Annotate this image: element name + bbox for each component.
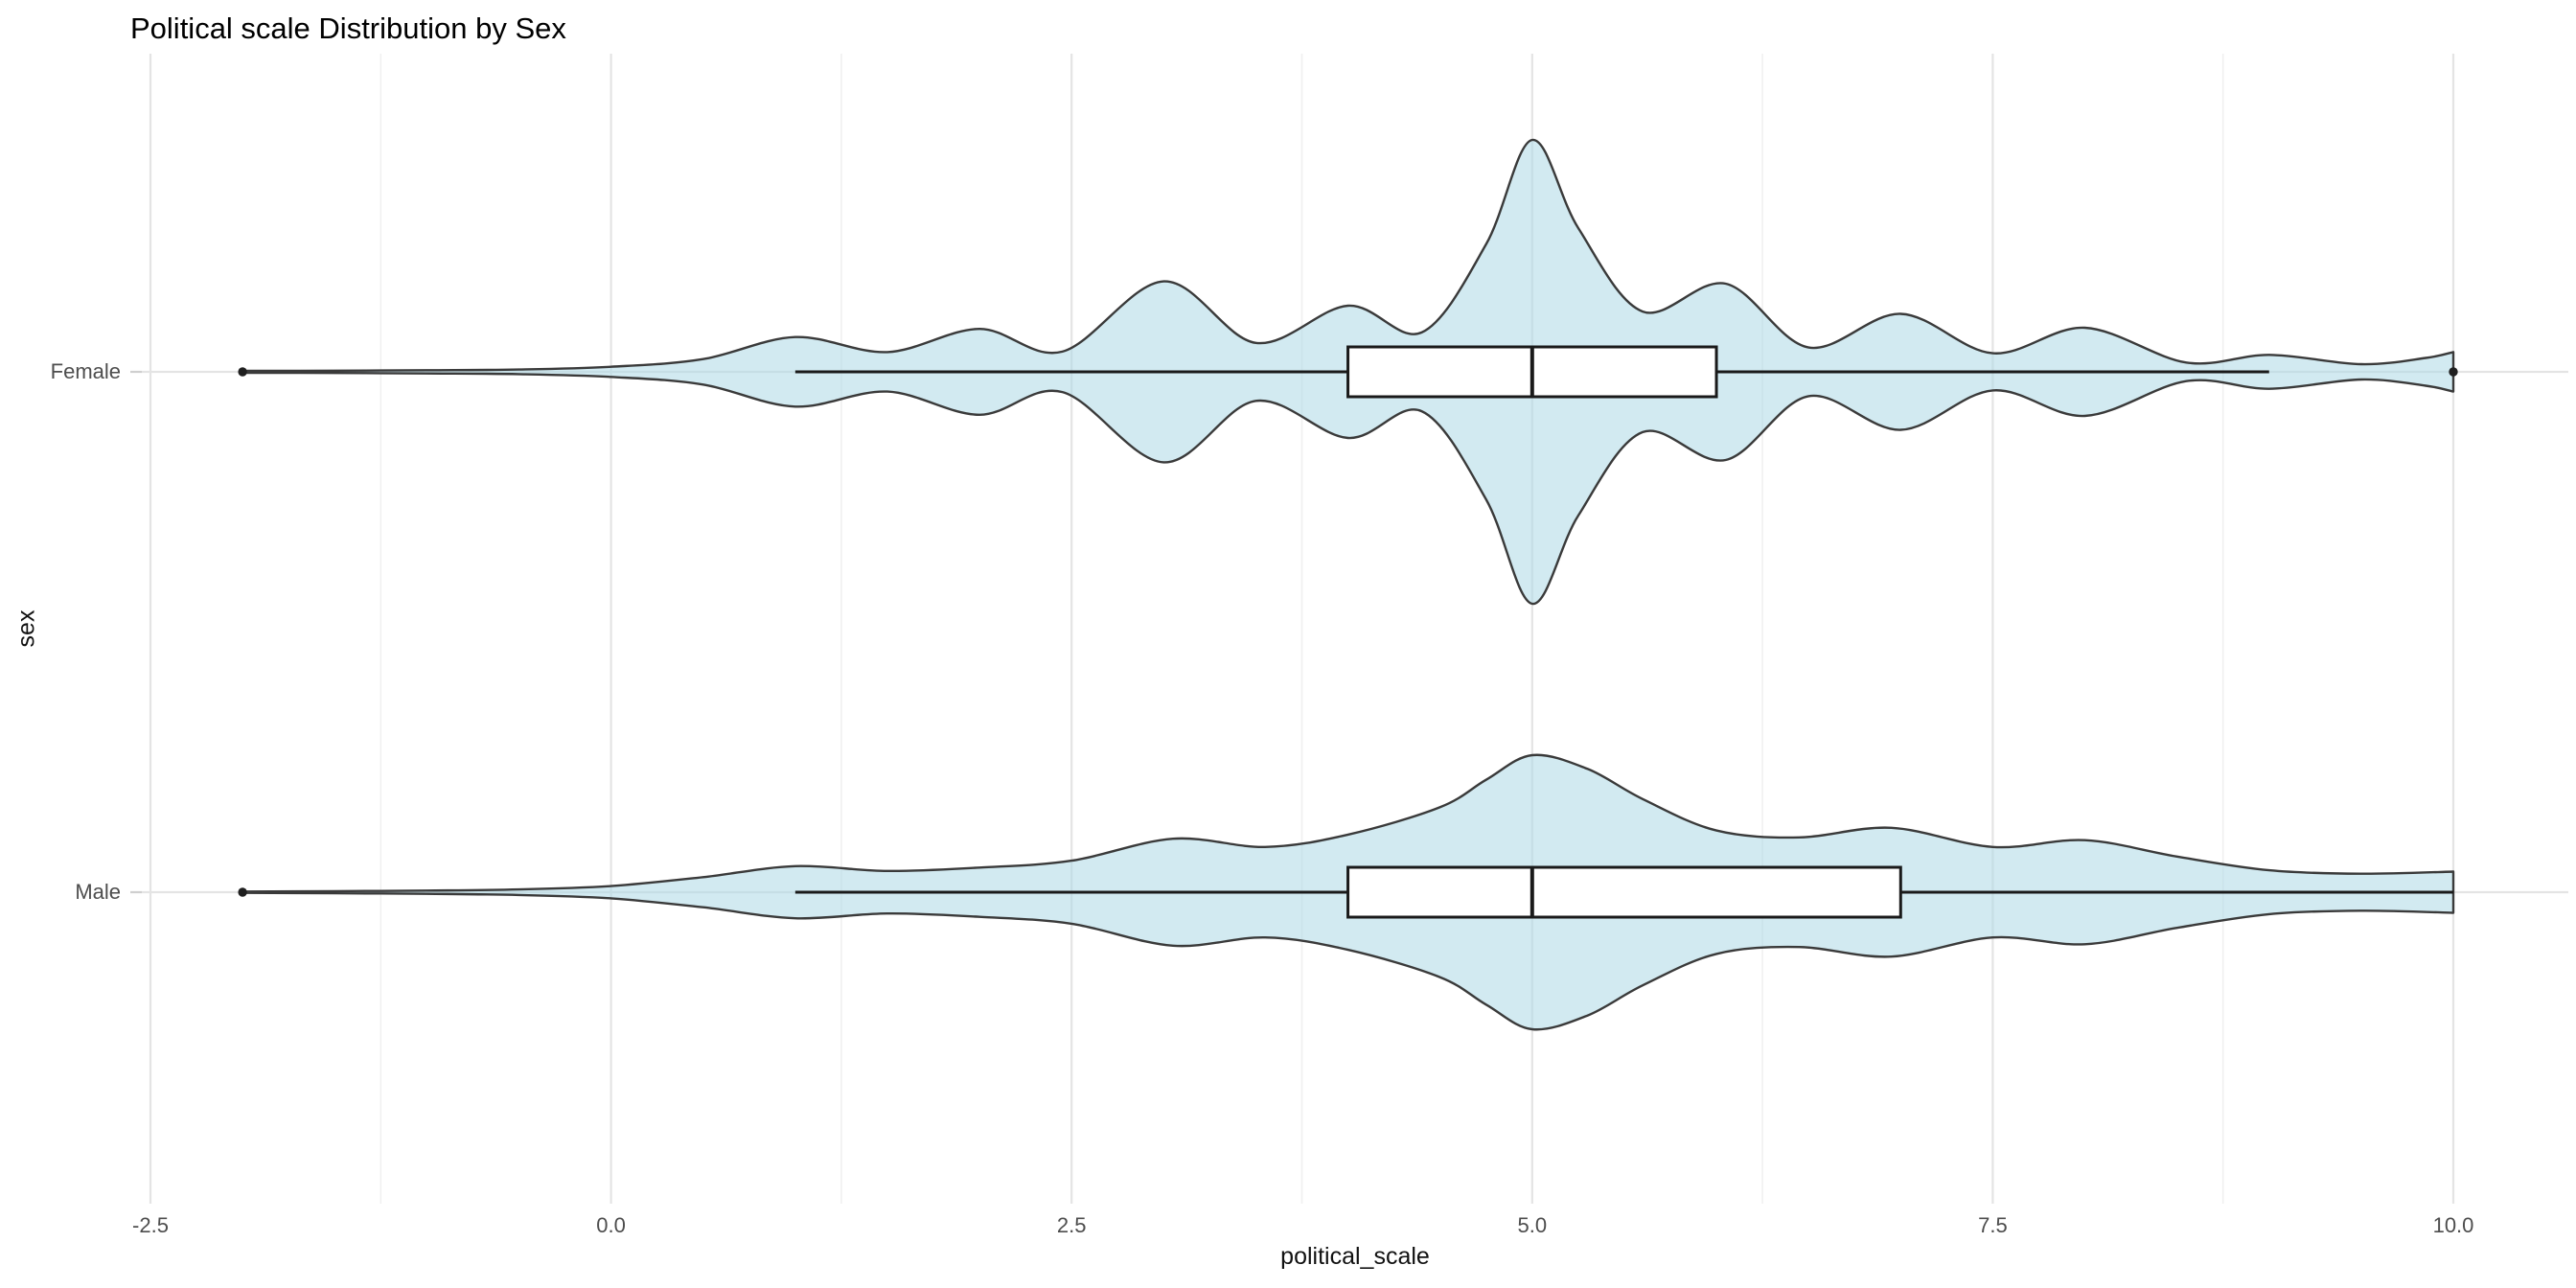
x-tick-label-5.0: 5.0 — [1517, 1213, 1548, 1237]
x-tick-label--2.5: -2.5 — [132, 1213, 169, 1237]
x-tick-label-7.5: 7.5 — [1978, 1213, 2008, 1237]
x-tick-label-10.0: 10.0 — [2432, 1213, 2474, 1237]
outlier-point-female — [2449, 367, 2458, 377]
chart-title: Political scale Distribution by Sex — [130, 12, 566, 45]
y-axis-title: sex — [12, 610, 40, 648]
box-male — [1346, 865, 1902, 919]
x-tick-label-2.5: 2.5 — [1056, 1213, 1087, 1237]
y-category-label-male: Male — [75, 880, 121, 904]
outlier-point-male — [238, 887, 247, 897]
x-axis-title: political_scale — [1280, 1243, 1430, 1270]
outlier-point-female — [238, 367, 247, 377]
x-tick-label-0.0: 0.0 — [596, 1213, 626, 1237]
y-category-label-female: Female — [50, 359, 121, 383]
